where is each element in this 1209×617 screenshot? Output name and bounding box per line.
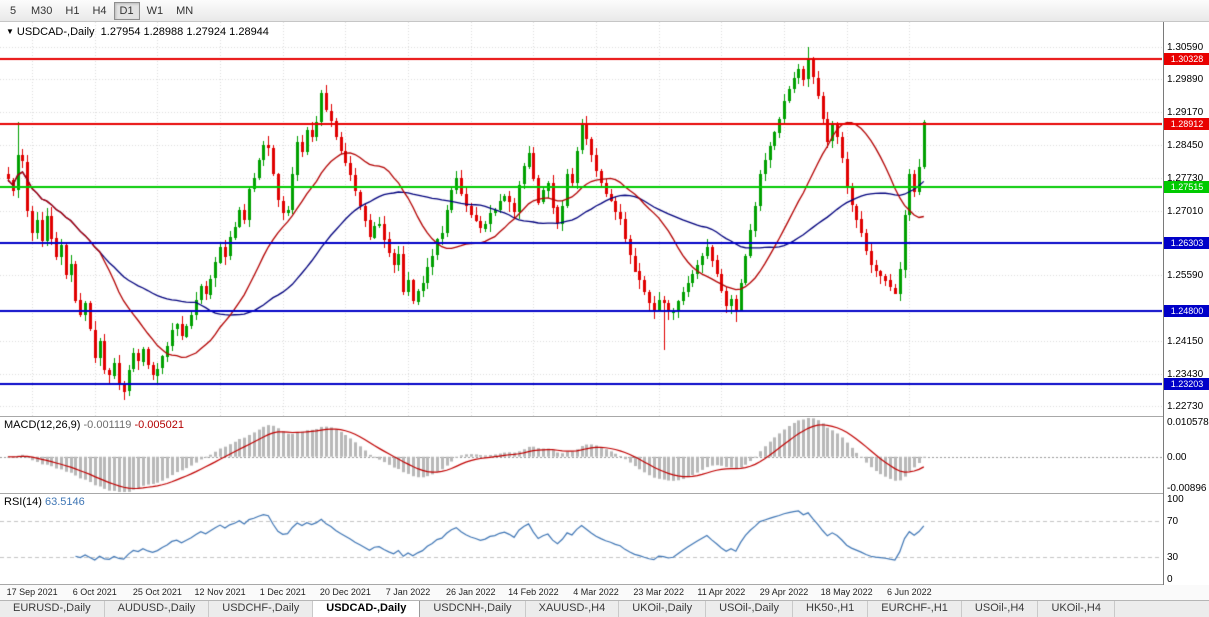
- price-axis-label: 1.30590: [1167, 42, 1204, 54]
- ohlc-low: 1.27924: [186, 26, 227, 38]
- date-axis: 17 Sep 2021 6 Oct 2021 25 Oct 2021 12 Nov 2…: [0, 585, 1209, 600]
- date-axis-label: 17 Sep 2021: [6, 587, 58, 597]
- date-axis-label: 7 Jan 2022: [385, 587, 431, 597]
- pane-separator[interactable]: [0, 493, 1209, 494]
- price-axis-label: 1.29170: [1167, 106, 1204, 118]
- chart-window: ▼ USDCAD-,Daily 1.27954 1.28988 1.27924 1…: [0, 22, 1209, 600]
- rsi-axis-label: 100: [1167, 494, 1184, 505]
- tab-usoil-daily[interactable]: USOil-,Daily: [706, 601, 793, 617]
- price-axis-label: 1.27010: [1167, 205, 1204, 217]
- price-level-badge: 1.23203: [1164, 378, 1209, 391]
- tab-hk50-h1[interactable]: HK50-,H1: [793, 601, 869, 617]
- chart-tab-bar: EURUSD-,Daily AUDUSD-,Daily USDCHF-,Daily U…: [0, 600, 1209, 617]
- price-level-badge: 1.30328: [1164, 53, 1209, 66]
- tab-usdchf-daily[interactable]: USDCHF-,Daily: [209, 601, 314, 617]
- price-level-badge: 1.28912: [1164, 117, 1209, 130]
- tab-audusd-daily[interactable]: AUDUSD-,Daily: [105, 601, 210, 617]
- chart-symbol-label: USDCAD-,Daily: [16, 26, 95, 38]
- timeframe-button-MN[interactable]: MN: [176, 4, 194, 17]
- timeframe-button-W1[interactable]: W1: [146, 4, 164, 17]
- price-level-badge: 1.24800: [1164, 305, 1209, 318]
- timeframe-button-H4[interactable]: H4: [92, 4, 107, 17]
- date-axis-label: 1 Dec 2021: [259, 587, 306, 597]
- macd-signal-value: -0.005021: [134, 419, 185, 431]
- macd-label: MACD(12,26,9) -0.001119 -0.005021: [4, 419, 184, 431]
- price-axis-label: 1.22730: [1167, 400, 1204, 412]
- price-axis-label: 1.28450: [1167, 139, 1204, 151]
- tab-eurchf-h1[interactable]: EURCHF-,H1: [868, 601, 962, 617]
- timeframe-toolbar: 5 M30 H1 H4 D1 W1 MN: [0, 0, 1209, 22]
- macd-indicator-pane[interactable]: [0, 417, 1162, 493]
- timeframe-button-H1[interactable]: H1: [65, 4, 80, 17]
- tab-ukoil-h4[interactable]: UKOil-,H4: [1038, 601, 1115, 617]
- date-axis-label: 14 Feb 2022: [508, 587, 559, 597]
- tab-ukoil-daily[interactable]: UKOil-,Daily: [619, 601, 707, 617]
- date-axis-label: 4 Mar 2022: [573, 587, 619, 597]
- date-axis-label: 23 Mar 2022: [633, 587, 684, 597]
- rsi-axis-label: 0: [1167, 574, 1173, 585]
- ohlc-open: 1.27954: [100, 26, 141, 38]
- date-axis-label: 25 Oct 2021: [132, 587, 182, 597]
- rsi-axis-label: 70: [1167, 516, 1179, 527]
- chart-marker-icon: ▼: [6, 27, 14, 36]
- date-axis-label: 11 Apr 2022: [697, 587, 746, 597]
- date-axis-label: 6 Oct 2021: [72, 587, 117, 597]
- tab-usdcnh-daily[interactable]: USDCNH-,Daily: [420, 601, 526, 617]
- date-axis-label: 12 Nov 2021: [194, 587, 246, 597]
- macd-axis-label: 0.010578: [1167, 417, 1209, 428]
- ohlc-high: 1.28988: [143, 26, 184, 38]
- date-axis-label: 26 Jan 2022: [445, 587, 496, 597]
- chart-ohlc-header: ▼ USDCAD-,Daily 1.27954 1.28988 1.27924 1…: [6, 26, 269, 38]
- macd-main-value: -0.001119: [83, 419, 132, 431]
- date-axis-label: 29 Apr 2022: [759, 587, 809, 597]
- timeframe-button-D1[interactable]: D1: [113, 1, 140, 20]
- pane-separator[interactable]: [0, 584, 1209, 585]
- price-axis-label: 1.24150: [1167, 336, 1204, 348]
- ohlc-close: 1.28944: [229, 26, 269, 38]
- tab-xauusd-h4[interactable]: XAUUSD-,H4: [526, 601, 620, 617]
- rsi-name: RSI(14): [4, 496, 42, 508]
- macd-axis-label: -0.00896: [1167, 482, 1207, 494]
- date-axis-label: 20 Dec 2021: [319, 587, 371, 597]
- date-axis-label: 6 Jun 2022: [887, 587, 932, 597]
- rsi-value: 63.5146: [44, 496, 85, 508]
- price-axis-label: 1.27730: [1167, 172, 1204, 184]
- rsi-indicator-pane[interactable]: [0, 494, 1162, 584]
- main-price-chart[interactable]: [0, 22, 1162, 416]
- tab-usoil-h4[interactable]: USOil-,H4: [962, 601, 1039, 617]
- macd-name: MACD(12,26,9): [4, 419, 81, 431]
- price-scale: 1.30590 1.29890 1.29170 1.28450 1.27730 1.270…: [1163, 22, 1209, 585]
- price-axis-label: 1.23430: [1167, 368, 1204, 380]
- timeframe-button-5[interactable]: 5: [9, 4, 17, 17]
- rsi-label: RSI(14) 63.5146: [4, 496, 85, 508]
- price-level-badge: 1.26303: [1164, 236, 1209, 249]
- tab-usdcad-daily[interactable]: USDCAD-,Daily: [313, 601, 421, 617]
- price-axis-label: 1.29890: [1167, 74, 1204, 86]
- price-axis-label: 1.25590: [1167, 270, 1204, 282]
- timeframe-button-M30[interactable]: M30: [31, 4, 53, 17]
- macd-axis-label: 0.00: [1167, 451, 1187, 463]
- price-level-badge: 1.27515: [1164, 181, 1209, 194]
- date-axis-label: 18 May 2022: [820, 587, 873, 597]
- rsi-axis-label: 30: [1167, 552, 1179, 563]
- pane-separator[interactable]: [0, 416, 1209, 417]
- tab-eurusd-daily[interactable]: EURUSD-,Daily: [0, 601, 105, 617]
